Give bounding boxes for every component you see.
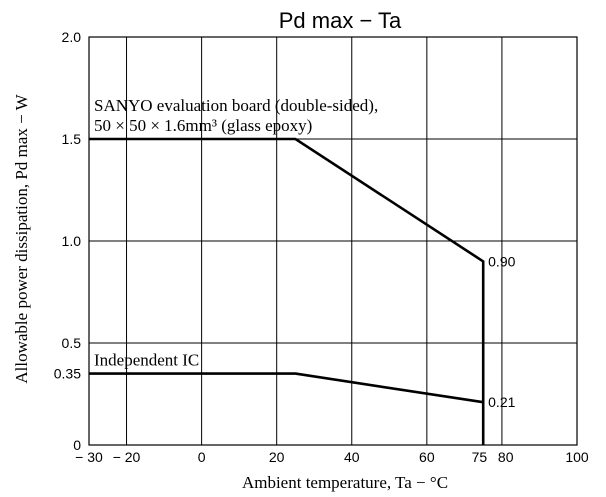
series-labels: SANYO evaluation board (double-sided),50… (94, 96, 516, 410)
y-tick-label-4: 1.5 (62, 131, 82, 147)
x-tick-labels: − 30 − 20 0 20 40 60 75 80 100 (75, 449, 589, 465)
x-tick-label-7: 80 (498, 449, 514, 465)
x-tick-label-1: − 20 (113, 449, 141, 465)
y-tick-label-3: 1.0 (62, 233, 82, 249)
x-tick-label-6: 75 (472, 449, 488, 465)
x-tick-label-0: − 30 (75, 449, 103, 465)
series-label-0-0: SANYO evaluation board (double-sided), (94, 96, 378, 115)
y-axis-label: Allowable power dissipation, Pd max − W (12, 93, 31, 383)
y-tick-label-5: 2.0 (62, 29, 82, 45)
y-tick-label-0: 0 (73, 437, 81, 453)
y-tick-labels: 0 0.35 0.5 1.0 1.5 2.0 (54, 29, 81, 453)
x-tick-label-8: 100 (565, 449, 589, 465)
x-axis-label: Ambient temperature, Ta − °C (242, 473, 448, 492)
y-tick-label-1: 0.35 (54, 366, 81, 382)
y-tick-label-2: 0.5 (62, 335, 82, 351)
series-end-label-0: 0.90 (488, 253, 515, 269)
x-tick-label-5: 60 (419, 449, 435, 465)
x-tick-label-3: 20 (269, 449, 285, 465)
series-label-0-1: 50 × 50 × 1.6mm³ (glass epoxy) (94, 116, 312, 135)
series-lines (89, 137, 485, 445)
plot-frame (88, 36, 578, 446)
series-line-0 (89, 137, 485, 445)
series-end-label-1: 0.21 (488, 394, 515, 410)
series-line-1 (89, 372, 484, 404)
chart-title: Pd max − Ta (279, 8, 402, 33)
x-tick-label-2: 0 (198, 449, 206, 465)
series-label-1-0: Independent IC (94, 351, 199, 370)
x-tick-label-4: 40 (344, 449, 360, 465)
